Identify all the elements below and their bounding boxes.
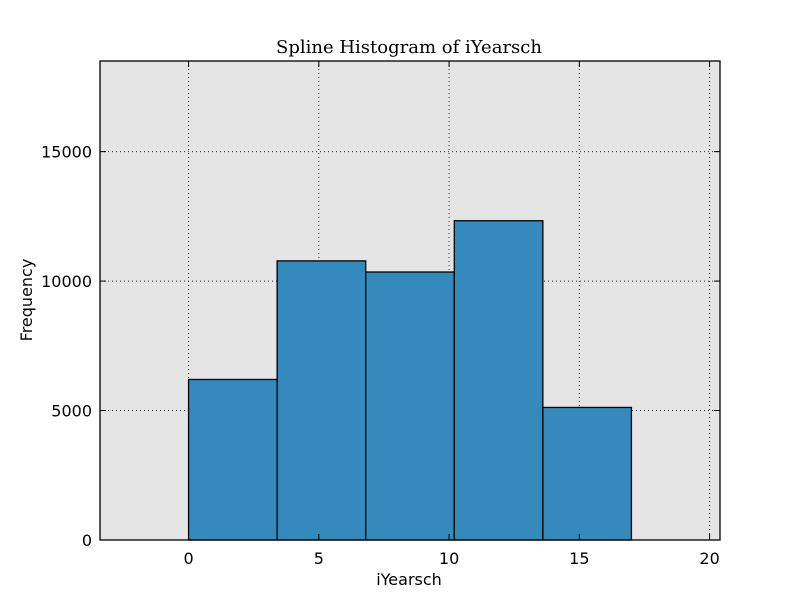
x-tick-label: 5 <box>314 549 324 568</box>
x-axis-label: iYearsch <box>376 570 442 589</box>
histogram-bars <box>187 220 633 541</box>
y-tick-label: 15000 <box>41 143 92 162</box>
histogram-bar <box>453 220 544 541</box>
histogram-bar <box>365 271 455 541</box>
histogram-bar <box>542 406 633 541</box>
y-tick-label: 10000 <box>41 272 92 291</box>
y-tick-label: 5000 <box>51 402 92 421</box>
chart-title: Spline Histogram of iYearsch <box>276 37 542 58</box>
histogram-bar <box>276 260 367 541</box>
x-tick-label: 20 <box>699 549 719 568</box>
y-tick-label: 0 <box>82 531 92 550</box>
x-tick-label: 15 <box>569 549 589 568</box>
axis-ticks: 0 5 10 15 20 0 5000 10000 15000 <box>41 61 720 568</box>
y-axis-label: Frequency <box>17 259 36 342</box>
x-tick-label: 10 <box>439 549 459 568</box>
plot-frame <box>99 60 721 541</box>
x-tick-label: 0 <box>183 549 193 568</box>
histogram-bar <box>187 378 278 541</box>
